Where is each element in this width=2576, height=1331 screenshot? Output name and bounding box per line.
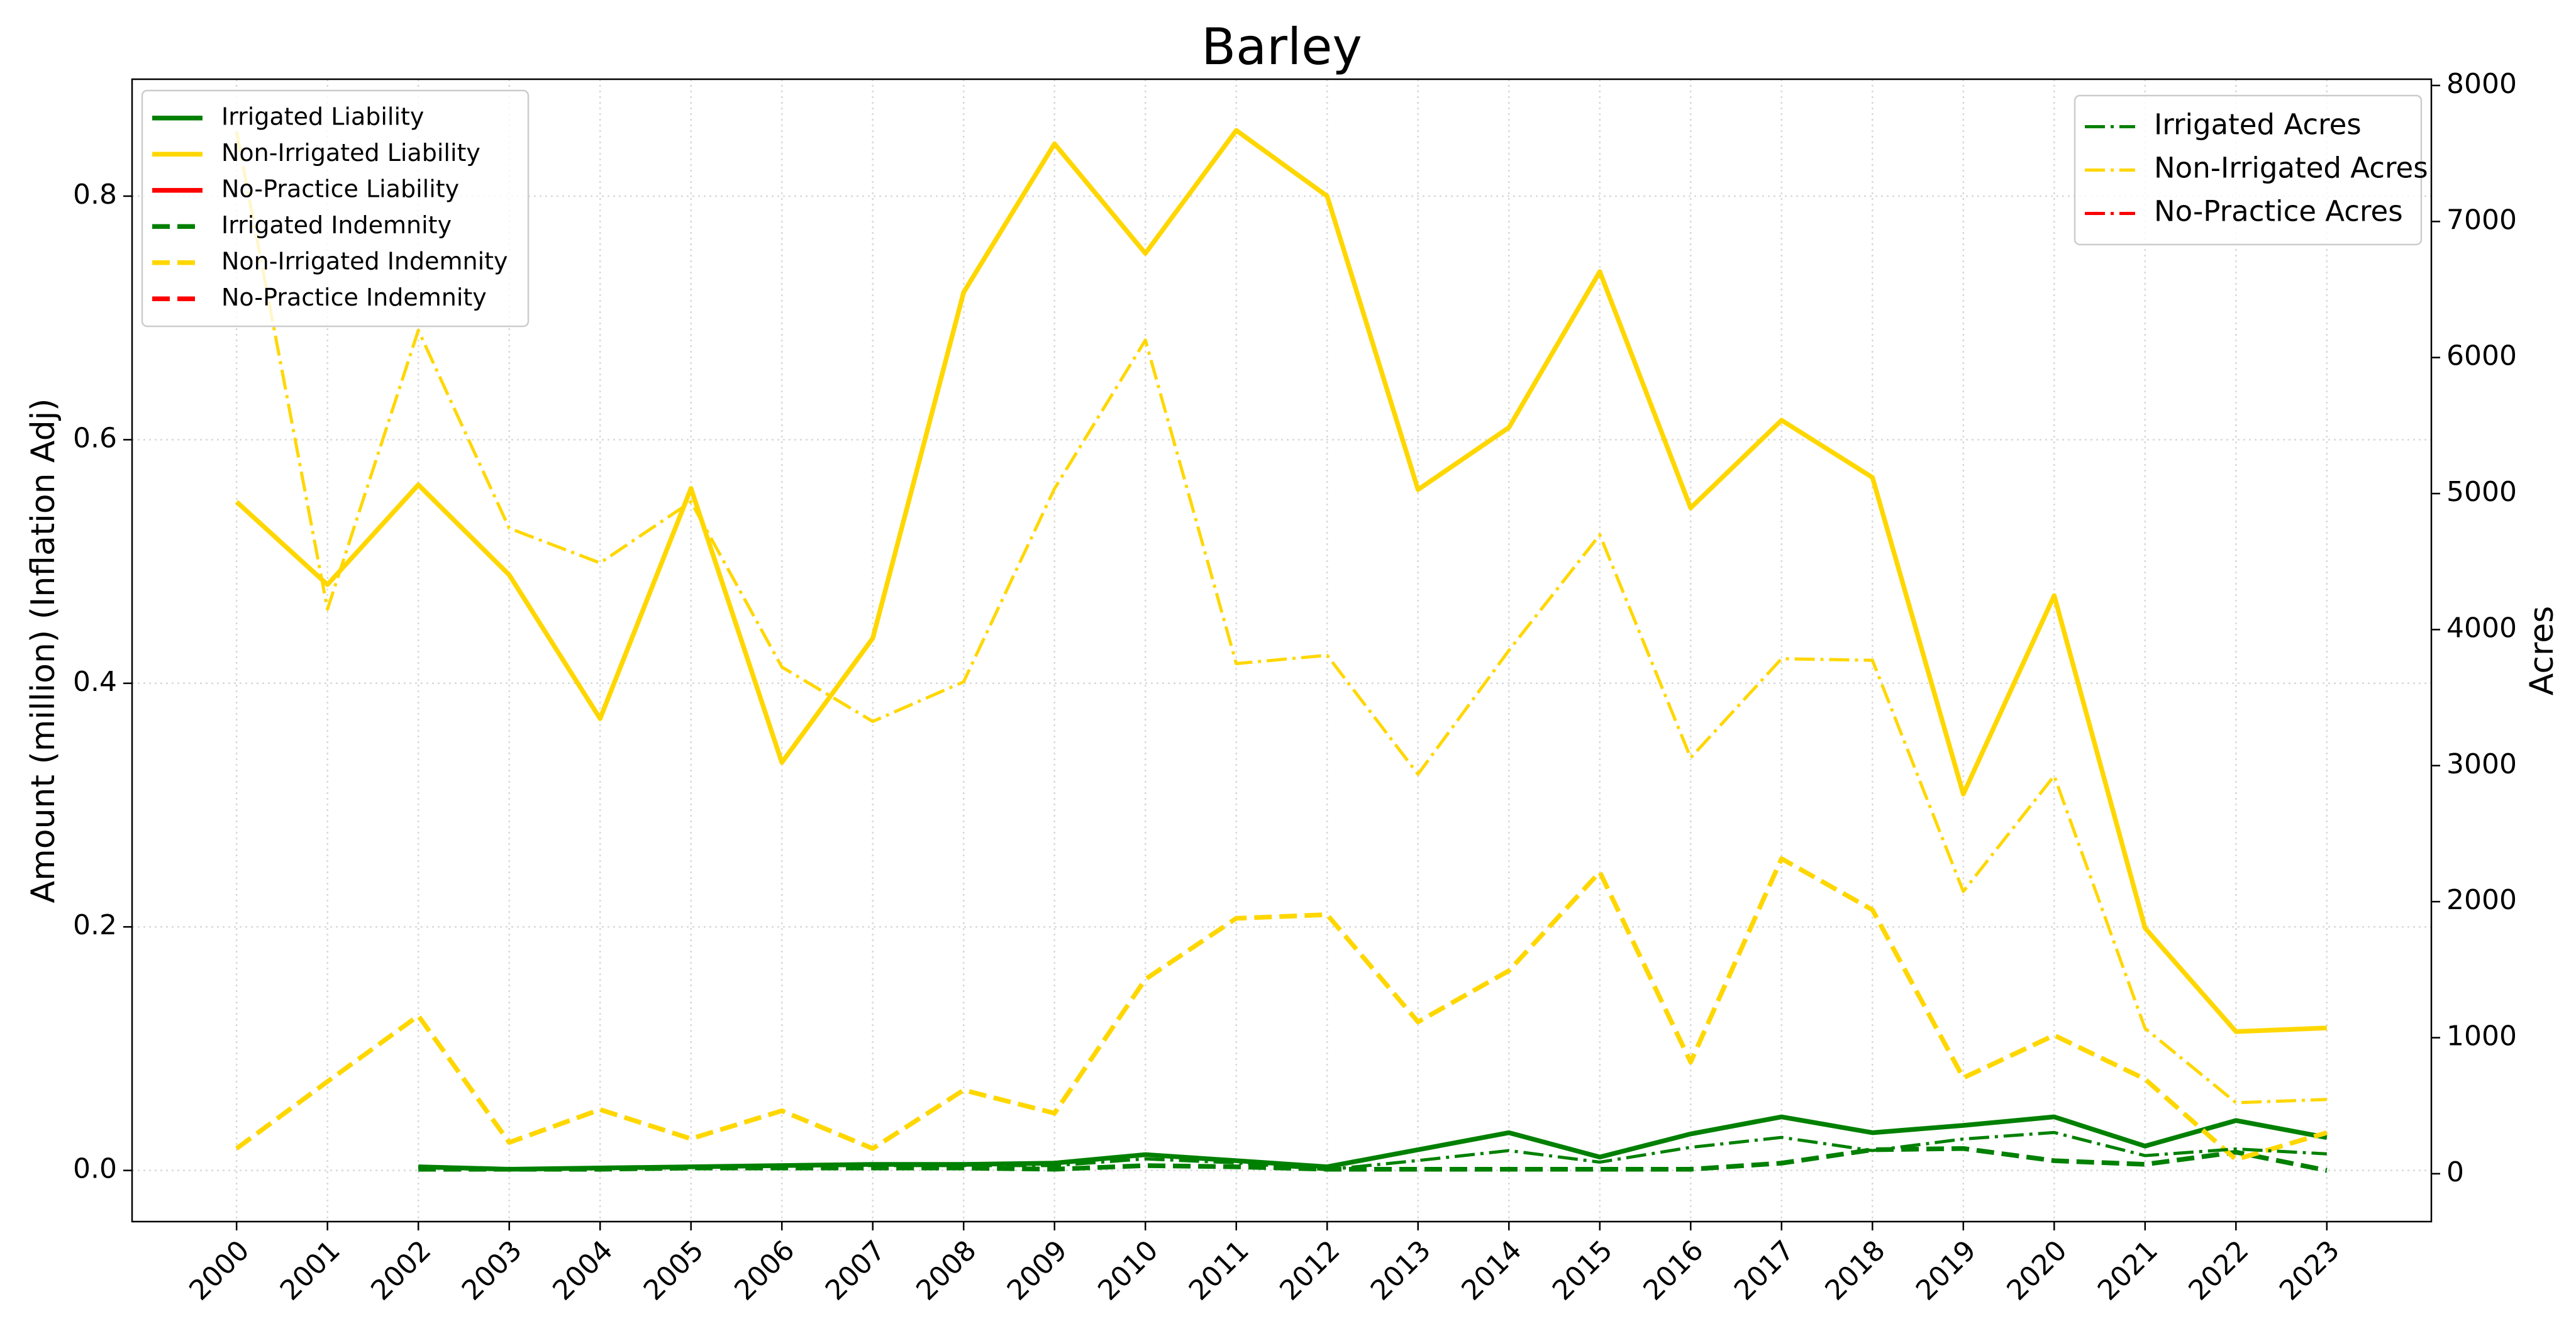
y-tick-label: 0.8 <box>73 179 117 211</box>
y2-tick-label: 3000 <box>2446 748 2517 780</box>
x-tick-label: 2006 <box>728 1234 801 1306</box>
y2-tick-label: 6000 <box>2446 340 2517 372</box>
y2-axis-label: Acres <box>2523 606 2561 696</box>
legend-label: No-Practice Indemnity <box>221 284 487 311</box>
x-tick-label: 2009 <box>1001 1234 1074 1306</box>
legend: Irrigated Liability Non-Irrigated Liabili… <box>141 89 530 328</box>
x-tick-label: 2003 <box>456 1234 528 1306</box>
x-tick-label: 2018 <box>1819 1234 1891 1306</box>
series-line <box>418 1130 2327 1171</box>
y2-tick-label: 0 <box>2446 1156 2464 1188</box>
x-tick-label: 2017 <box>1728 1234 1801 1306</box>
y-axis-label: Amount (million) (Inflation Adj) <box>25 399 62 903</box>
y2-tick-label: 1000 <box>2446 1020 2517 1052</box>
legend-label: Irrigated Acres <box>2154 108 2362 141</box>
x-tick-label: 2023 <box>2273 1234 2346 1306</box>
x-tick-label: 2011 <box>1183 1234 1255 1306</box>
legend-label: Non-Irrigated Liability <box>221 139 480 167</box>
y2-tick-label: 2000 <box>2446 884 2517 916</box>
legend-label: Non-Irrigated Acres <box>2154 152 2428 185</box>
legend-label: No-Practice Acres <box>2154 195 2403 228</box>
x-tick-label: 2015 <box>1546 1234 1619 1306</box>
x-tick-label: 2016 <box>1637 1234 1709 1306</box>
x-tick-label: 2000 <box>183 1234 255 1306</box>
x-tick-label: 2005 <box>638 1234 710 1306</box>
y2-tick-label: 7000 <box>2446 204 2517 236</box>
series-line <box>418 1114 2328 1172</box>
x-tick-label: 2010 <box>1092 1234 1164 1306</box>
x-tick-label: 2007 <box>819 1234 892 1306</box>
legend-box <box>141 89 530 328</box>
plot-frame <box>131 78 2433 1223</box>
x-tick-label: 2020 <box>2001 1234 2073 1306</box>
x-tick-label: 2019 <box>1910 1234 1982 1306</box>
x-tick-label: 2014 <box>1455 1234 1528 1306</box>
y2-tick-label: 8000 <box>2446 68 2517 100</box>
y-tick-label: 0.6 <box>73 422 117 454</box>
x-tick-label: 2012 <box>1274 1234 1346 1306</box>
x-tick-label: 2013 <box>1365 1234 1437 1306</box>
x-tick-label: 2021 <box>2092 1234 2164 1306</box>
series-line <box>235 131 2327 1105</box>
legend: Irrigated Acres Non-Irrigated Acres No-Pra… <box>2074 94 2428 246</box>
legend-box <box>2074 94 2423 246</box>
series-line <box>235 856 2328 1162</box>
x-tick-label: 2004 <box>547 1234 619 1306</box>
y2-tick-label: 4000 <box>2446 612 2517 644</box>
y-tick-label: 0.2 <box>73 909 117 941</box>
x-tick-label: 2002 <box>365 1234 437 1306</box>
legend-label: Irrigated Liability <box>221 102 424 130</box>
y-tick-label: 0.4 <box>73 666 117 698</box>
series-line <box>418 1146 2328 1173</box>
x-tick-label: 2008 <box>910 1234 982 1306</box>
legend-label: Irrigated Indemnity <box>221 211 452 239</box>
chart-title: Barley <box>1201 18 1362 76</box>
x-tick-label: 2022 <box>2182 1234 2255 1306</box>
y-tick-label: 0.0 <box>73 1153 117 1185</box>
series-line <box>235 128 2327 1034</box>
legend-label: Non-Irrigated Indemnity <box>221 247 508 275</box>
y2-tick-label: 5000 <box>2446 476 2517 508</box>
legend-label: No-Practice Liability <box>221 175 459 202</box>
x-tick-label: 2001 <box>274 1234 347 1306</box>
